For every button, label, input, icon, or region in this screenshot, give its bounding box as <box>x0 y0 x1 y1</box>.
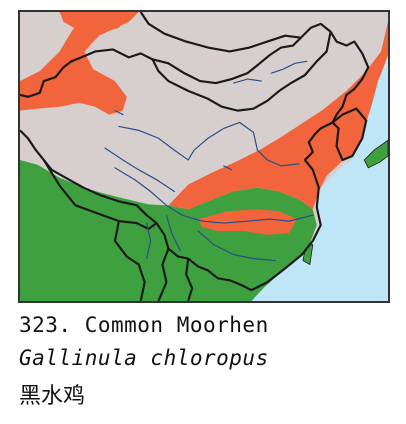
range-map <box>18 10 390 303</box>
korea-border <box>331 107 368 162</box>
scientific-name: Gallinula chloropus <box>19 346 269 370</box>
country-borders <box>20 12 370 301</box>
rivers <box>104 60 314 262</box>
chinese-name: 黑水鸡 <box>19 384 86 409</box>
range-map-svg <box>20 12 388 301</box>
breeding-range-northwest-top <box>59 12 129 34</box>
species-title: 323. Common Moorhen <box>19 313 269 337</box>
yangtze-river <box>114 167 314 224</box>
breeding-range-northwest <box>20 12 139 115</box>
breeding-range-korea <box>336 108 367 160</box>
tributary-northeast <box>233 60 308 84</box>
lakes <box>114 110 233 171</box>
tributary-west <box>104 147 175 193</box>
resident-range <box>20 159 317 301</box>
mongolia-border <box>139 12 332 112</box>
india-myanmar-borders <box>42 159 194 301</box>
breeding-range-east <box>168 21 388 210</box>
japan-islands <box>363 139 388 169</box>
breeding-range-yangtze <box>198 209 297 235</box>
tributary-south <box>146 214 276 262</box>
yellow-river <box>118 121 300 167</box>
